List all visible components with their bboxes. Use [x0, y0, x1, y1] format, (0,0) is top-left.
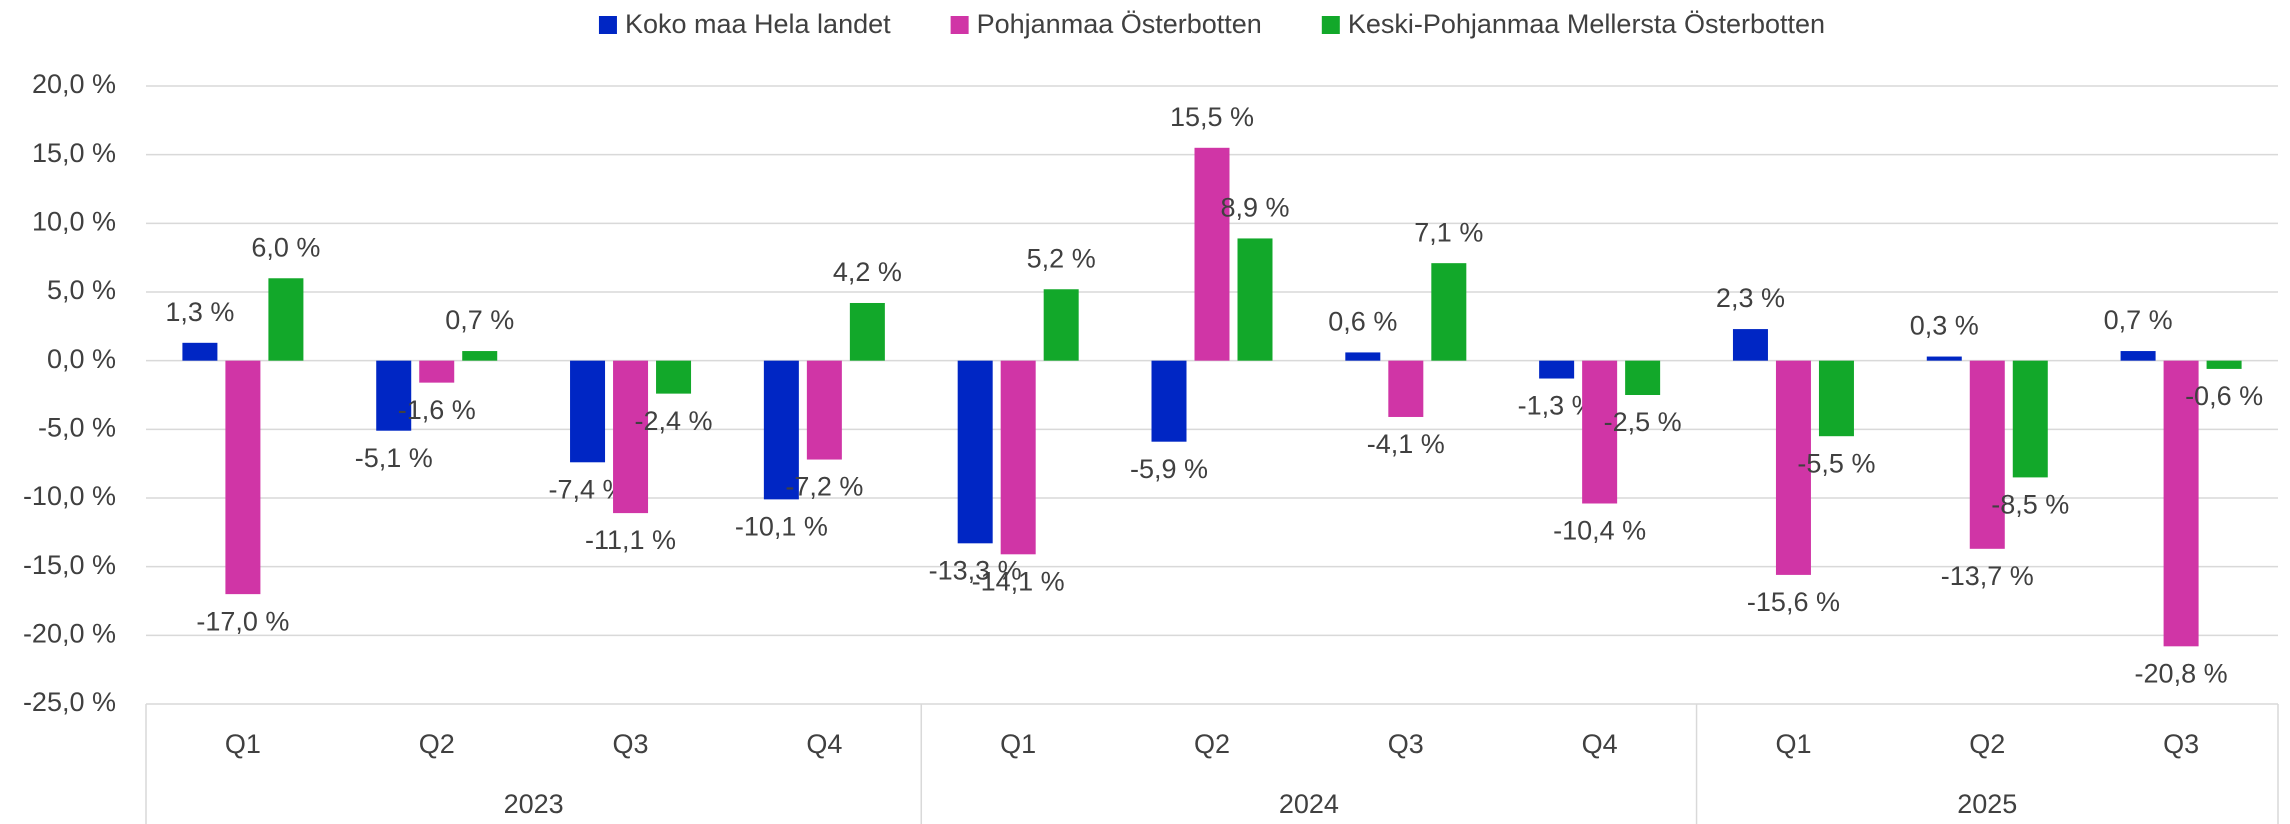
group-label: 2024: [1279, 789, 1339, 819]
legend-swatch: [950, 16, 969, 34]
data-label: 8,9 %: [1220, 193, 1289, 223]
data-label: -10,1 %: [735, 511, 828, 541]
bar: [1388, 360, 1424, 417]
data-label: 1,3 %: [165, 297, 234, 327]
bar: [656, 360, 692, 394]
data-label: -0,6 %: [2185, 381, 2263, 411]
bar: [806, 360, 842, 460]
bar: [1345, 352, 1381, 361]
bar: [1732, 329, 1768, 361]
x-tick-label: Q3: [1388, 729, 1424, 759]
bar: [1818, 360, 1854, 437]
x-tick-label: Q4: [806, 729, 842, 759]
bar: [849, 302, 885, 361]
bar: [1237, 238, 1273, 361]
x-tick-label: Q3: [2163, 729, 2199, 759]
x-tick-label: Q2: [419, 729, 455, 759]
data-label: -20,8 %: [2135, 658, 2228, 688]
data-label: -2,5 %: [1604, 407, 1682, 437]
bar: [957, 360, 993, 544]
y-tick-label: 20,0 %: [32, 69, 116, 99]
bar: [419, 360, 455, 383]
bar: [1625, 360, 1661, 395]
bar: [376, 360, 412, 431]
group-label: 2023: [504, 789, 564, 819]
bar: [2120, 351, 2156, 361]
bar: [268, 278, 304, 361]
legend-label: Pohjanmaa Österbotten: [977, 9, 1262, 39]
x-tick-label: Q2: [1194, 729, 1230, 759]
data-label: -5,1 %: [355, 443, 433, 473]
bar: [1151, 360, 1187, 442]
data-label: -15,6 %: [1747, 587, 1840, 617]
bar: [1582, 360, 1618, 504]
bar: [1431, 263, 1467, 361]
bar: [1194, 147, 1230, 361]
data-label: 0,7 %: [2104, 305, 2173, 335]
data-label: -8,5 %: [1991, 490, 2069, 520]
bar: [2206, 360, 2242, 369]
data-label: 7,1 %: [1414, 217, 1483, 247]
data-label: -4,1 %: [1367, 429, 1445, 459]
legend-swatch: [1321, 16, 1340, 34]
data-label: -5,5 %: [1797, 448, 1875, 478]
y-tick-label: 15,0 %: [32, 138, 116, 168]
data-label: -11,1 %: [585, 525, 676, 555]
data-label: -13,3 %: [929, 555, 1022, 585]
x-tick-label: Q3: [613, 729, 649, 759]
y-tick-label: -15,0 %: [23, 550, 116, 580]
group-label: 2025: [1957, 789, 2017, 819]
data-label: -1,6 %: [398, 395, 476, 425]
data-label: -7,2 %: [785, 472, 863, 502]
y-tick-label: 5,0 %: [47, 275, 116, 305]
legend-label: Koko maa Hela landet: [625, 9, 891, 39]
data-label: 15,5 %: [1170, 102, 1254, 132]
data-label: 6,0 %: [251, 232, 320, 262]
data-label: 5,2 %: [1027, 243, 1096, 273]
y-tick-label: -10,0 %: [23, 481, 116, 511]
bar: [1000, 360, 1036, 555]
x-tick-label: Q1: [225, 729, 261, 759]
bar: [1539, 360, 1575, 379]
data-label: 4,2 %: [833, 257, 902, 287]
x-tick-label: Q4: [1582, 729, 1618, 759]
x-tick-label: Q1: [1775, 729, 1811, 759]
bar: [570, 360, 606, 463]
y-tick-label: -20,0 %: [23, 618, 116, 648]
data-label: -17,0 %: [196, 606, 289, 636]
bar: [1043, 289, 1079, 361]
bar: [1775, 360, 1811, 575]
y-tick-label: -5,0 %: [38, 412, 116, 442]
y-tick-label: 10,0 %: [32, 206, 116, 236]
bar: [225, 360, 261, 595]
bar: [763, 360, 799, 500]
data-label: -13,7 %: [1941, 561, 2034, 591]
x-tick-label: Q2: [1969, 729, 2005, 759]
data-label: -2,4 %: [635, 406, 713, 436]
data-label: -5,9 %: [1130, 454, 1208, 484]
legend-swatch: [598, 16, 617, 34]
bar: [2163, 360, 2199, 647]
data-label: 2,3 %: [1716, 283, 1785, 313]
y-tick-label: 0,0 %: [47, 344, 116, 374]
data-label: -14,1 %: [972, 566, 1065, 596]
x-tick-label: Q1: [1000, 729, 1036, 759]
y-tick-label: -25,0 %: [23, 687, 116, 717]
legend-label: Keski-Pohjanmaa Mellersta Österbotten: [1348, 9, 1825, 39]
bar: [2012, 360, 2048, 478]
data-label: 0,3 %: [1910, 311, 1979, 341]
bar: [182, 342, 218, 361]
data-label: 0,7 %: [445, 305, 514, 335]
bar: [1969, 360, 2005, 549]
data-label: 0,6 %: [1328, 307, 1397, 337]
bar: [462, 351, 498, 361]
bar: [1926, 356, 1962, 361]
data-label: -10,4 %: [1553, 516, 1646, 546]
bar: [613, 360, 649, 514]
